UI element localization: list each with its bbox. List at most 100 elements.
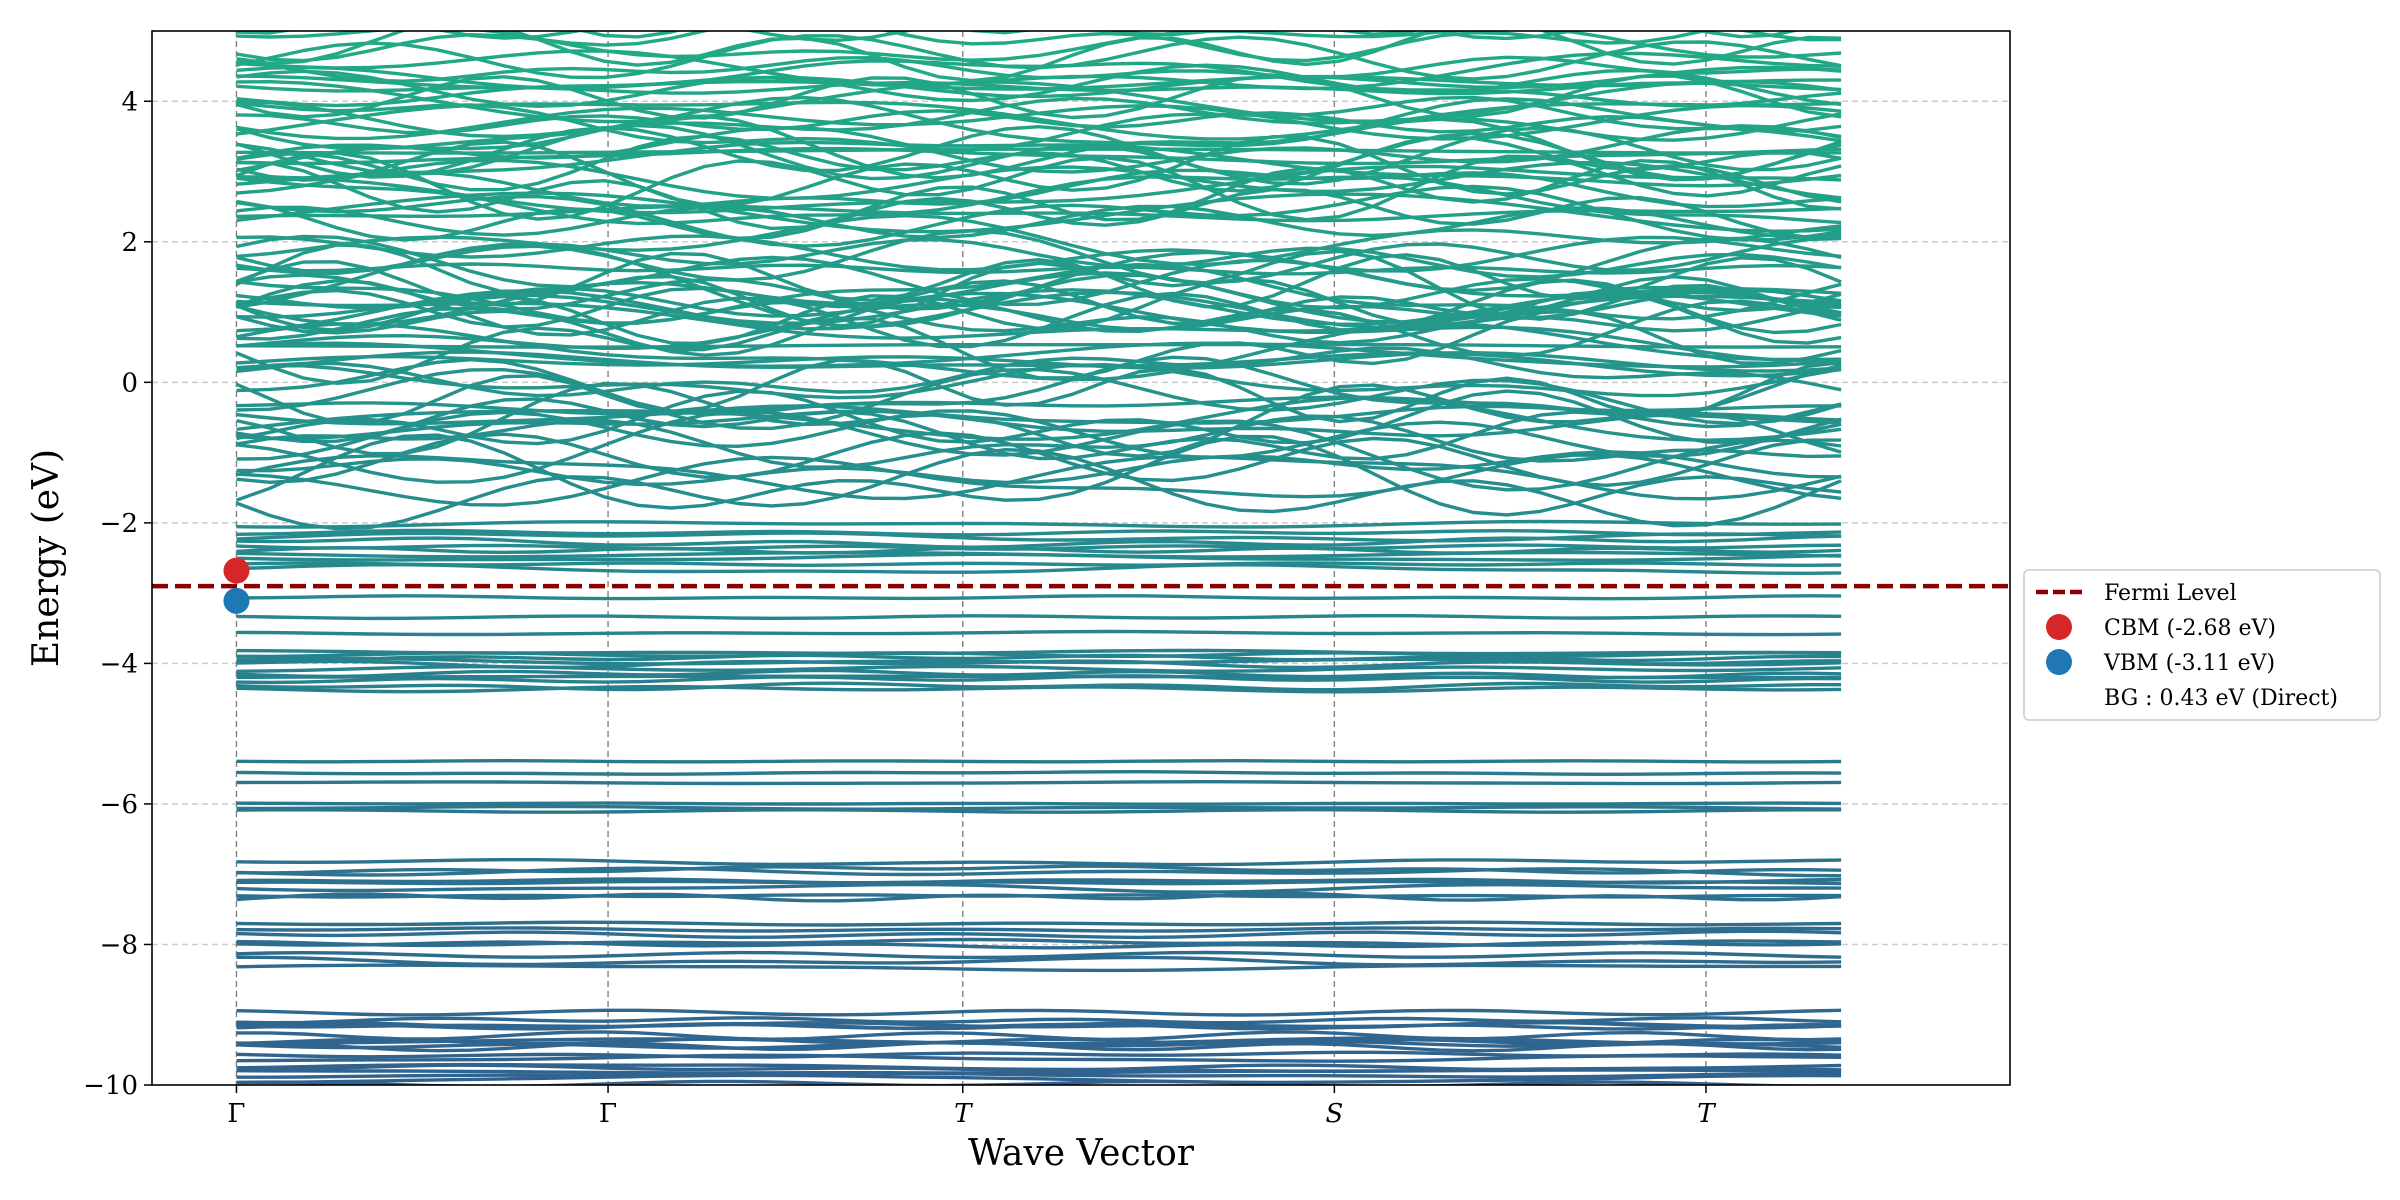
band-line (235, 151, 1842, 222)
band-line (236, 656, 1842, 667)
band-line (236, 96, 1842, 142)
band-line (236, 882, 1842, 894)
band-line (1731, 1084, 1819, 1085)
band-line (236, 614, 1842, 621)
band-line (236, 134, 1842, 193)
legend-label: CBM (-2.68 eV) (2104, 616, 2276, 641)
x-axis-title: Wave Vector (968, 1133, 1195, 1174)
band-line (236, 175, 1842, 226)
legend-label: Fermi Level (2104, 581, 2237, 606)
band-line (236, 367, 1842, 431)
band-line (236, 404, 1842, 426)
band-line (236, 759, 1842, 764)
legend-frame (2023, 569, 2381, 721)
band-line (236, 940, 1842, 950)
band-line (236, 450, 1842, 487)
y-axis-ticks: −10 −8 −6 −4 −2 0 2 4 (83, 87, 152, 1101)
band-line (236, 409, 1842, 441)
band-line (236, 146, 1842, 166)
y-tick-label: 2 (121, 228, 138, 258)
band-line (236, 963, 1842, 973)
band-line (236, 414, 1842, 469)
y-tick-label: −2 (100, 509, 138, 539)
band-line (236, 1022, 1842, 1031)
band-line (236, 594, 1842, 601)
y-tick-label: −6 (100, 790, 138, 820)
band-edge-markers (223, 557, 250, 614)
band-line (236, 234, 1842, 273)
band-line (236, 191, 1842, 234)
y-tick-label: −8 (100, 930, 138, 960)
legend: Fermi Level CBM (-2.68 eV) VBM (-3.11 eV) B… (2023, 569, 2381, 721)
x-tick-label: T (1697, 1099, 1716, 1129)
band-line (236, 563, 1842, 575)
band-line (236, 1016, 1842, 1025)
band-line (236, 213, 1842, 267)
y-tick-label: 0 (121, 368, 138, 398)
band-line (435, 31, 1842, 42)
band-line (236, 955, 1842, 967)
legend-marker-swatch (2046, 649, 2072, 675)
band-line (236, 550, 1842, 559)
band-line (237, 1096, 1842, 1100)
band-line (236, 1037, 1842, 1046)
band-line (236, 937, 1842, 948)
band-line (236, 351, 1842, 373)
band-line (236, 262, 1842, 325)
band-line (236, 648, 1842, 656)
x-tick-label: T (954, 1099, 973, 1129)
band-line (236, 346, 1842, 398)
band-line (236, 164, 1842, 215)
band-line (236, 1073, 1842, 1085)
band-line (236, 1008, 1842, 1017)
band-line (235, 358, 1842, 425)
band-line (236, 397, 1842, 461)
band-line (236, 858, 1842, 867)
band-line (236, 55, 1842, 83)
y-axis-title: Energy (eV) (26, 449, 67, 667)
band-line (236, 381, 1842, 458)
band-line (236, 531, 1842, 543)
band-line (236, 350, 1842, 378)
band-line (236, 629, 1842, 637)
band-line (236, 31, 1842, 62)
band-line (236, 140, 1842, 188)
band-line (236, 229, 1842, 285)
band-line (236, 893, 1842, 899)
band-line (236, 528, 1842, 537)
band-line (236, 234, 1842, 307)
band-line (236, 134, 1842, 207)
band-line (236, 1050, 1842, 1059)
band-line (236, 389, 1842, 446)
band-line (237, 1087, 1842, 1094)
band-line (236, 31, 1842, 83)
band-line (236, 100, 1842, 141)
band-line (236, 801, 1842, 806)
band-line (236, 543, 1842, 551)
vbm-marker (223, 587, 250, 614)
legend-label: VBM (-3.11 eV) (2103, 651, 2275, 676)
legend-marker-swatch (2046, 614, 2072, 640)
band-line (236, 410, 1842, 492)
band-line (236, 74, 1842, 120)
band-line (236, 561, 1842, 567)
band-line (236, 920, 1842, 927)
band-line (236, 668, 1842, 680)
x-tick-label: Γ (227, 1099, 245, 1129)
band-line (236, 519, 1842, 529)
band-line (236, 1079, 1842, 1085)
band-line (236, 926, 1842, 933)
band-line (236, 950, 1842, 960)
band-line (236, 929, 1842, 940)
band-line (236, 877, 1842, 885)
plot-frame (151, 30, 2011, 1086)
band-line (236, 808, 1842, 814)
cbm-marker (223, 557, 250, 584)
band-line (236, 342, 1842, 349)
legend-label: BG : 0.43 eV (Direct) (2104, 686, 2338, 711)
band-line (236, 804, 1842, 811)
band-line (236, 780, 1842, 786)
x-tick-label: S (1325, 1099, 1343, 1129)
band-line (236, 242, 1842, 329)
